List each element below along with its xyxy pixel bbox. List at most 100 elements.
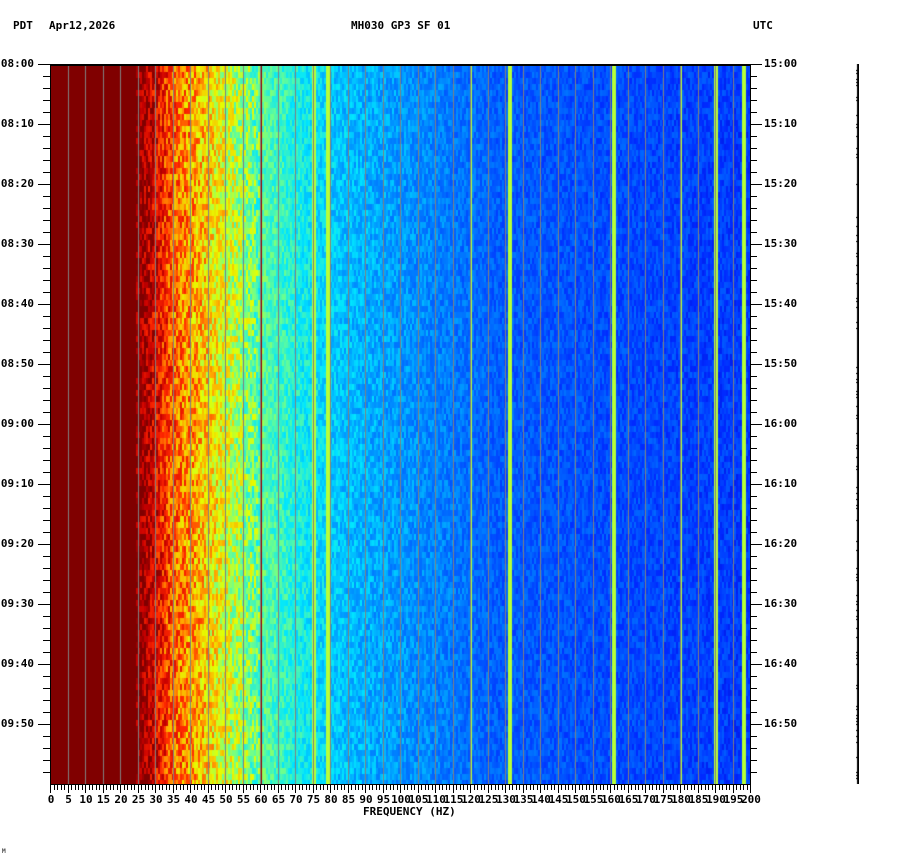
y-tick-right [750, 580, 757, 581]
x-tick [193, 784, 195, 790]
date-label: Apr12,2026 [49, 19, 116, 32]
x-tick [736, 784, 737, 790]
y-label-pdt: 09:10 [0, 477, 34, 490]
x-tick [505, 784, 506, 793]
x-tick [99, 784, 100, 790]
x-tick [410, 784, 412, 790]
y-tick-left [43, 268, 50, 269]
y-tick-right [750, 652, 757, 653]
x-tick [655, 784, 657, 790]
x-tick [305, 784, 307, 790]
x-label: 185 [688, 793, 709, 806]
y-tick-right [750, 484, 762, 485]
x-tick [396, 784, 398, 790]
y-tick-left [38, 364, 50, 365]
x-label: 135 [513, 793, 534, 806]
x-label: 0 [47, 793, 55, 806]
y-tick-left [43, 556, 50, 557]
x-tick [526, 784, 527, 790]
x-tick [435, 784, 436, 793]
x-tick [207, 784, 209, 793]
y-tick-right [750, 232, 757, 233]
x-tick [312, 784, 314, 793]
y-tick-right [750, 208, 757, 209]
x-tick [347, 784, 349, 793]
x-tick [354, 784, 356, 790]
y-tick-left [43, 196, 50, 197]
x-tick [729, 784, 730, 790]
x-tick [162, 784, 163, 790]
x-label: 130 [496, 793, 516, 806]
x-tick [414, 784, 415, 790]
y-tick-right [750, 520, 757, 521]
y-tick-right [750, 64, 762, 65]
x-tick [522, 784, 524, 793]
y-tick-left [43, 736, 50, 737]
x-tick [116, 784, 118, 790]
y-tick-right [750, 676, 757, 677]
y-tick-right [750, 472, 757, 473]
x-tick [603, 784, 604, 790]
station-title: MH030 GP3 SF 01 [351, 19, 451, 32]
y-tick-left [38, 64, 50, 65]
y-tick-right [750, 280, 757, 281]
x-tick [57, 784, 58, 790]
y-tick-right [750, 292, 757, 293]
y-label-pdt: 09:40 [0, 657, 34, 670]
x-tick [95, 784, 97, 790]
x-label: 55 [236, 793, 251, 806]
x-tick [624, 784, 625, 790]
x-tick [540, 784, 541, 793]
x-tick [200, 784, 202, 790]
x-tick [480, 784, 482, 790]
y-label-pdt: 09:20 [0, 537, 34, 550]
y-tick-right [750, 724, 762, 725]
footer-mark: M [2, 848, 6, 855]
x-label: 100 [391, 793, 411, 806]
y-tick-right [750, 196, 757, 197]
x-label: 190 [706, 793, 726, 806]
y-label-utc: 16:10 [764, 477, 798, 490]
y-label-utc: 15:10 [764, 117, 798, 130]
y-tick-left [38, 664, 50, 665]
x-tick [190, 784, 191, 793]
x-tick [277, 784, 279, 793]
x-tick [53, 784, 55, 790]
y-tick-left [43, 700, 50, 701]
x-label: 150 [566, 793, 586, 806]
x-tick [683, 784, 685, 790]
x-label: 45 [201, 793, 216, 806]
left-timezone-label: PDT [13, 19, 33, 32]
x-tick [144, 784, 146, 790]
x-tick [613, 784, 615, 790]
y-label-pdt: 08:40 [0, 297, 34, 310]
x-tick [662, 784, 664, 793]
x-label: 60 [254, 793, 268, 806]
x-tick [109, 784, 111, 790]
x-tick [466, 784, 468, 790]
x-label: 95 [376, 793, 391, 806]
x-tick [424, 784, 426, 790]
x-tick [225, 784, 226, 793]
y-tick-right [750, 328, 757, 329]
x-label: 180 [671, 793, 691, 806]
x-tick [627, 784, 629, 793]
x-tick [431, 784, 433, 790]
x-tick [211, 784, 212, 790]
y-tick-left [43, 148, 50, 149]
x-tick [739, 784, 741, 790]
y-tick-left [38, 544, 50, 545]
y-tick-left [43, 472, 50, 473]
y-tick-left [43, 652, 50, 653]
y-tick-left [43, 436, 50, 437]
y-tick-left [38, 724, 50, 725]
x-tick [155, 784, 156, 793]
x-axis-title: FREQUENCY (HZ) [363, 805, 456, 818]
y-tick-right [750, 592, 757, 593]
x-tick [228, 784, 230, 790]
y-label-pdt: 08:30 [0, 237, 34, 250]
y-tick-right [750, 448, 757, 449]
x-tick [253, 784, 254, 790]
x-label: 25 [131, 793, 146, 806]
x-tick [463, 784, 464, 790]
